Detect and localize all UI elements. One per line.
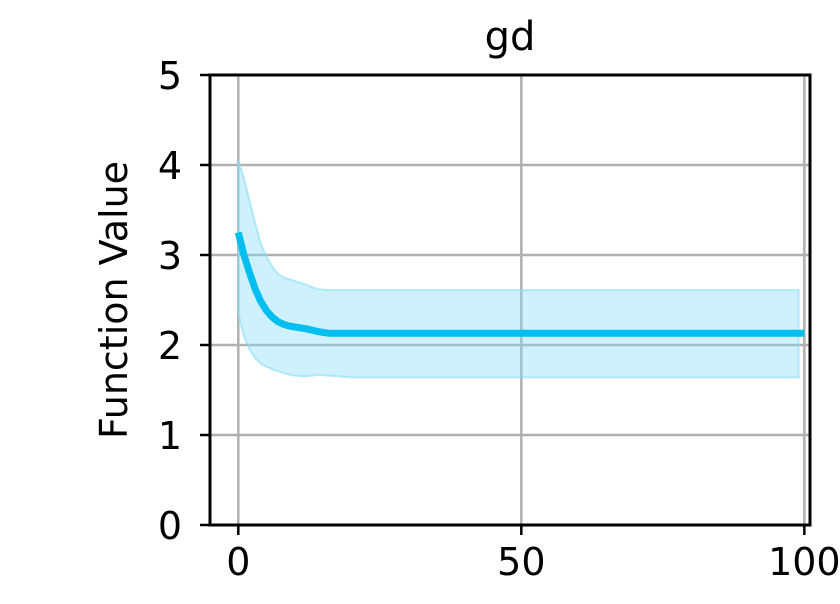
plot-frame xyxy=(208,73,812,527)
y-tick-label: 2 xyxy=(158,324,182,368)
confidence-band xyxy=(237,160,800,379)
y-tick-label: 3 xyxy=(158,234,182,278)
x-tick-label: 100 xyxy=(768,540,840,584)
y-tick-label: 4 xyxy=(158,144,182,188)
x-tick-label: 0 xyxy=(226,540,250,584)
y-tick-label: 0 xyxy=(158,504,182,548)
y-tick-label: 1 xyxy=(158,414,182,458)
series-line xyxy=(234,231,805,337)
y-axis-label: Function Value xyxy=(92,161,136,439)
y-tick-label: 5 xyxy=(158,54,182,98)
series-line-layer xyxy=(234,231,805,337)
confidence-band-layer xyxy=(237,160,800,379)
tick-labels: 0 50 100 0 1 2 3 4 5 xyxy=(158,54,840,584)
axes xyxy=(200,73,812,535)
chart-title: gd xyxy=(485,14,536,60)
x-tick-label: 50 xyxy=(497,540,545,584)
